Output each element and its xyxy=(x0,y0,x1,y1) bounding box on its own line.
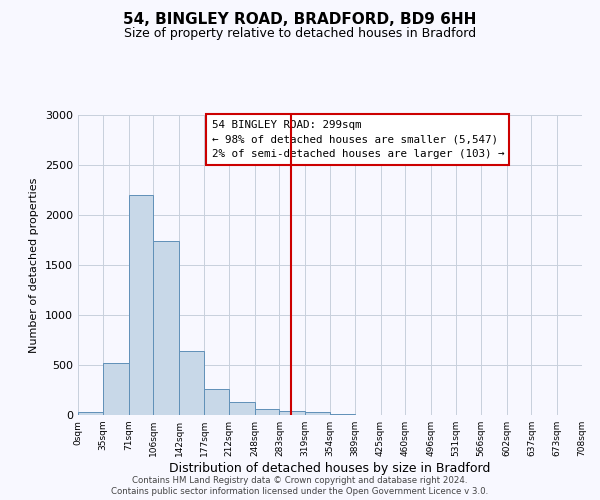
Bar xyxy=(78,412,103,415)
Bar xyxy=(355,414,380,415)
Text: Contains public sector information licensed under the Open Government Licence v : Contains public sector information licen… xyxy=(112,487,488,496)
X-axis label: Distribution of detached houses by size in Bradford: Distribution of detached houses by size … xyxy=(169,462,491,475)
Bar xyxy=(330,414,355,415)
Bar xyxy=(204,388,229,415)
Bar xyxy=(229,402,254,415)
Y-axis label: Number of detached properties: Number of detached properties xyxy=(29,178,40,352)
Bar xyxy=(154,241,179,415)
Bar xyxy=(179,351,204,415)
Text: Contains HM Land Registry data © Crown copyright and database right 2024.: Contains HM Land Registry data © Crown c… xyxy=(132,476,468,485)
Text: 54, BINGLEY ROAD, BRADFORD, BD9 6HH: 54, BINGLEY ROAD, BRADFORD, BD9 6HH xyxy=(124,12,476,28)
Bar xyxy=(128,195,154,415)
Bar xyxy=(280,411,305,415)
Bar xyxy=(254,408,280,415)
Bar xyxy=(103,363,128,415)
Text: 54 BINGLEY ROAD: 299sqm
← 98% of detached houses are smaller (5,547)
2% of semi-: 54 BINGLEY ROAD: 299sqm ← 98% of detache… xyxy=(212,120,504,159)
Text: Size of property relative to detached houses in Bradford: Size of property relative to detached ho… xyxy=(124,28,476,40)
Bar xyxy=(305,412,330,415)
